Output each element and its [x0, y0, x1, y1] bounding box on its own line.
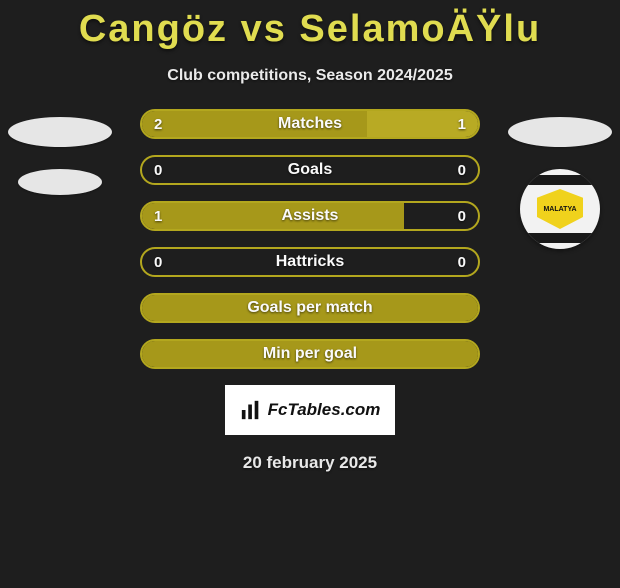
club-crest-icon: MALATYA: [520, 169, 600, 249]
placeholder-ellipse: [8, 117, 112, 147]
logo-text: FcTables.com: [268, 400, 381, 420]
left-player-badges: [8, 117, 112, 217]
generation-date: 20 february 2025: [0, 453, 620, 473]
bar-chart-icon: [240, 399, 262, 421]
comparison-chart: MALATYA 21Matches 00Goals 10Assists 00Hattr…: [0, 109, 620, 369]
bar-label: Goals: [142, 157, 478, 183]
crest-label: MALATYA: [537, 189, 583, 229]
stat-bar: 00Goals: [140, 155, 480, 185]
bar-label: Goals per match: [142, 295, 478, 321]
right-player-badges: MALATYA: [508, 117, 612, 249]
stat-bar: 21Matches: [140, 109, 480, 139]
fctables-logo: FcTables.com: [225, 385, 395, 435]
bar-label: Min per goal: [142, 341, 478, 367]
page-title: Cangöz vs SelamoÄŸlu: [0, 8, 620, 51]
stat-bar: Goals per match: [140, 293, 480, 323]
bar-label: Hattricks: [142, 249, 478, 275]
stat-bar: 10Assists: [140, 201, 480, 231]
stat-bar: Min per goal: [140, 339, 480, 369]
page-subtitle: Club competitions, Season 2024/2025: [0, 67, 620, 85]
stat-bar: 00Hattricks: [140, 247, 480, 277]
placeholder-ellipse: [508, 117, 612, 147]
bar-label: Assists: [142, 203, 478, 229]
placeholder-ellipse: [18, 169, 102, 195]
bar-label: Matches: [142, 111, 478, 137]
bars-container: 21Matches 00Goals 10Assists 00Hattricks Goal…: [140, 109, 480, 369]
